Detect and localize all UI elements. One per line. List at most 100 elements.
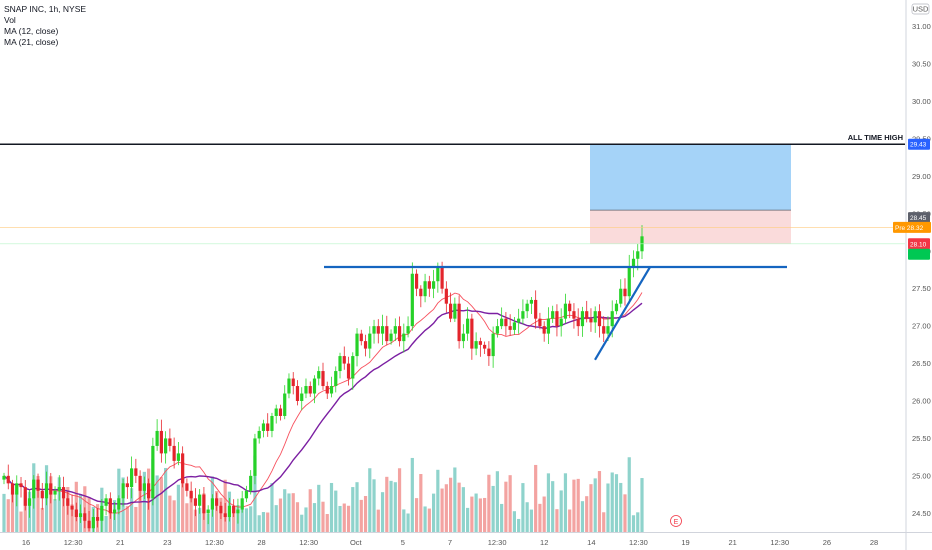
candle-body[interactable] [444, 288, 448, 304]
candle-body[interactable] [66, 498, 70, 506]
candle-body[interactable] [500, 318, 504, 327]
candle-body[interactable] [487, 348, 491, 357]
candle-body[interactable] [219, 505, 223, 514]
candle-body[interactable] [542, 326, 546, 334]
candle-body[interactable] [87, 520, 91, 529]
candle-body[interactable] [534, 299, 538, 319]
candle-body[interactable] [380, 326, 385, 334]
candle-body[interactable] [389, 333, 393, 342]
candle-body[interactable] [585, 311, 589, 319]
candle-body[interactable] [27, 498, 32, 506]
candle-body[interactable] [470, 318, 474, 349]
candle-body[interactable] [130, 468, 134, 488]
candle-body[interactable] [198, 494, 202, 506]
legend-volume[interactable]: Vol [4, 15, 16, 25]
candle-body[interactable] [483, 344, 487, 349]
candle-body[interactable] [249, 475, 253, 491]
candle-body[interactable] [287, 378, 291, 394]
candle-body[interactable] [631, 258, 636, 267]
candle-body[interactable] [257, 430, 261, 439]
candle-body[interactable] [410, 273, 414, 327]
candle-body[interactable] [53, 490, 57, 495]
candle-body[interactable] [419, 288, 423, 297]
candle-body[interactable] [610, 311, 614, 327]
candle-body[interactable] [619, 288, 623, 304]
candle-body[interactable] [517, 318, 521, 323]
candle-body[interactable] [270, 415, 274, 431]
candle-body[interactable] [593, 311, 597, 323]
candle-body[interactable] [223, 513, 227, 518]
risk-reward-zones[interactable] [590, 144, 791, 244]
candle-body[interactable] [159, 430, 163, 454]
candle-body[interactable] [563, 303, 568, 319]
candle-body[interactable] [508, 326, 512, 330]
candle-body[interactable] [181, 453, 185, 484]
candle-body[interactable] [466, 318, 470, 334]
candle-body[interactable] [74, 509, 78, 518]
candle-body[interactable] [478, 341, 482, 345]
candle-body[interactable] [210, 498, 215, 510]
candle-body[interactable] [636, 251, 640, 259]
candle-body[interactable] [300, 393, 304, 401]
candle-body[interactable] [368, 333, 372, 349]
candle-body[interactable] [397, 326, 402, 342]
candle-body[interactable] [321, 371, 325, 387]
candle-body[interactable] [355, 333, 359, 357]
drawings[interactable]: ALL TIME HIGH E [0, 133, 905, 527]
candle-body[interactable] [215, 498, 219, 506]
candle-body[interactable] [406, 326, 410, 334]
candle-body[interactable] [521, 311, 525, 319]
candle-body[interactable] [202, 494, 206, 514]
candle-body[interactable] [559, 318, 563, 327]
candle-body[interactable] [372, 326, 376, 334]
candle-body[interactable] [185, 483, 189, 491]
price-label-badge[interactable] [908, 238, 930, 250]
candle-body[interactable] [576, 318, 580, 327]
candle-body[interactable] [23, 487, 27, 506]
candle-body[interactable] [125, 483, 129, 488]
candle-body[interactable] [134, 468, 138, 476]
candle-body[interactable] [440, 266, 444, 289]
candle-body[interactable] [36, 479, 40, 491]
candle-body[interactable] [70, 505, 74, 510]
candle-body[interactable] [393, 326, 397, 334]
candle-body[interactable] [385, 326, 389, 342]
candle-body[interactable] [457, 303, 461, 342]
candle-body[interactable] [359, 333, 363, 342]
candle-body[interactable] [19, 483, 23, 488]
candle-body[interactable] [317, 371, 321, 379]
candle-body[interactable] [253, 438, 257, 476]
candle-body[interactable] [108, 498, 112, 514]
candle-body[interactable] [325, 386, 329, 394]
candle-body[interactable] [240, 498, 244, 510]
candle-body[interactable] [308, 386, 312, 394]
candle-body[interactable] [525, 303, 529, 312]
candle-body[interactable] [176, 453, 180, 461]
candle-body[interactable] [538, 318, 542, 327]
candle-body[interactable] [15, 483, 19, 495]
candle-body[interactable] [546, 318, 551, 334]
candle-body[interactable] [623, 288, 627, 297]
candle-body[interactable] [602, 326, 606, 334]
candle-body[interactable] [529, 299, 534, 304]
candle-body[interactable] [32, 479, 36, 499]
candle-body[interactable] [580, 311, 585, 327]
candle-body[interactable] [142, 483, 146, 491]
candle-body[interactable] [346, 363, 351, 379]
candle-body[interactable] [83, 513, 87, 521]
candle-body[interactable] [147, 483, 151, 499]
candle-body[interactable] [49, 483, 53, 495]
earnings-event-icon[interactable] [670, 515, 682, 527]
candle-body[interactable] [431, 281, 436, 289]
candle-body[interactable] [244, 490, 249, 499]
candle-body[interactable] [104, 498, 108, 506]
candle-body[interactable] [495, 326, 499, 334]
currency-badge[interactable] [911, 3, 930, 15]
candle-body[interactable] [312, 378, 317, 394]
price-label-badge[interactable] [908, 212, 930, 224]
price-axis[interactable]: USD 24.50 25.00 25.50 26.00 26.50 27.00 27.50 28… [893, 0, 932, 550]
candle-body[interactable] [551, 311, 555, 319]
candlesticks[interactable] [2, 225, 644, 533]
candle-body[interactable] [91, 517, 95, 529]
candle-body[interactable] [572, 311, 576, 319]
